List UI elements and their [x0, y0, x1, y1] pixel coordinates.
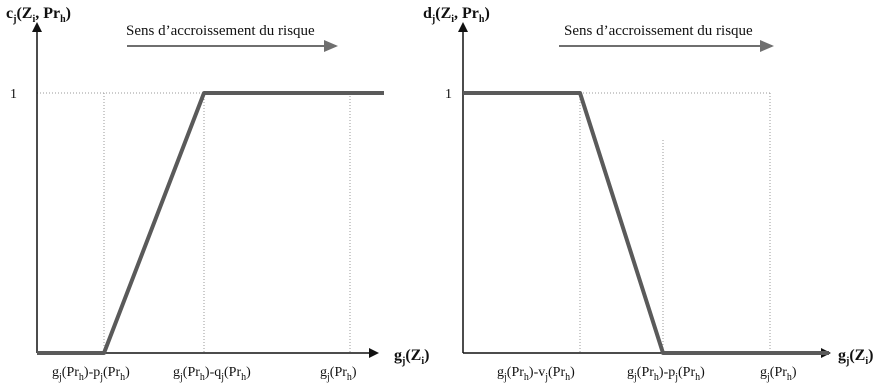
concordance-guides: [37, 92, 372, 353]
discordance-risk-direction-text: Sens d’accroissement du risque: [564, 23, 753, 39]
discordance-x-tick-p-threshold: gj(Prh)-pj(Prh): [627, 365, 705, 383]
concordance-x-axis-label: gj(Zi): [394, 347, 429, 367]
discordance-x-tick-profile: gj(Prh): [760, 365, 797, 383]
discordance-panel: Sens d’accroissement du risque dj(Zi, Pr…: [423, 5, 873, 383]
concordance-panel: Sens d’accroissement du risque cj(Zi, Pr…: [6, 5, 429, 383]
concordance-y-tick-one: 1: [10, 87, 17, 102]
concordance-curve: [37, 91, 384, 355]
concordance-y-axis-label: cj(Zi, Prh): [6, 5, 71, 25]
concordance-risk-direction-text: Sens d’accroissement du risque: [126, 23, 315, 39]
concordance-x-tick-q-threshold: gj(Prh)-qj(Prh): [173, 365, 251, 383]
discordance-x-axis-label: gj(Zi): [838, 347, 873, 367]
discordance-y-tick-one: 1: [445, 87, 452, 102]
concordance-x-tick-profile: gj(Prh): [320, 365, 357, 383]
discordance-curve: [463, 91, 829, 355]
discordance-guides: [463, 92, 771, 353]
discordance-x-tick-v-threshold: gj(Prh)-vj(Prh): [497, 365, 575, 383]
concordance-x-tick-p-threshold: gj(Prh)-pj(Prh): [52, 365, 130, 383]
discordance-y-axis-label: dj(Zi, Prh): [423, 5, 490, 25]
